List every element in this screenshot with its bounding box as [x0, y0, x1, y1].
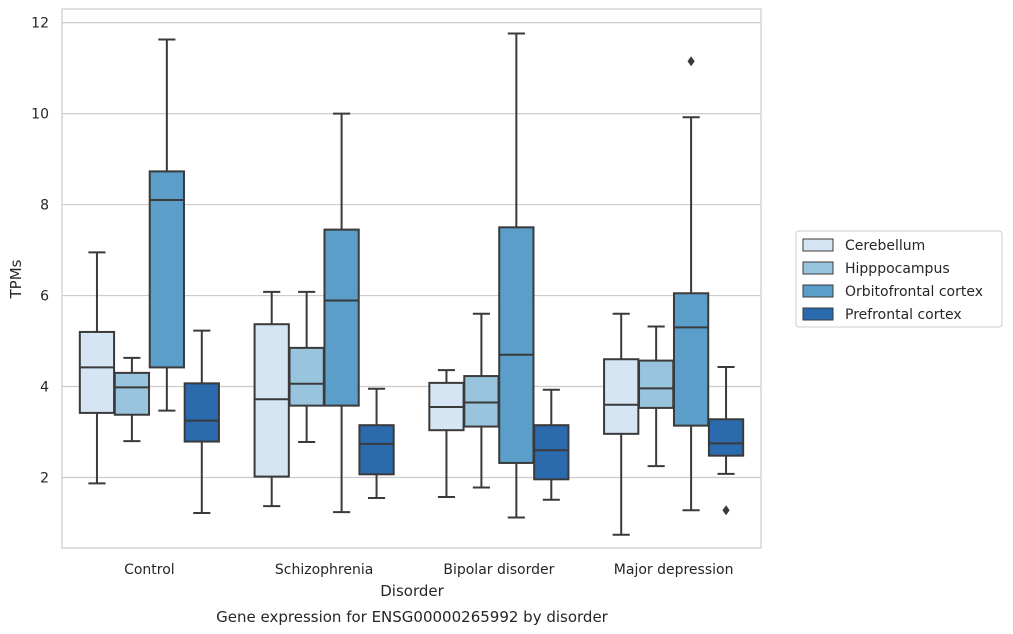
box-hipppocampus — [463, 312, 500, 489]
x-axis-title: Disorder — [380, 582, 444, 600]
iqr-box — [638, 359, 675, 409]
y-tick-label: 4 — [40, 380, 49, 396]
legend-label: Cerebellum — [845, 238, 925, 254]
box-cerebellum — [78, 251, 116, 485]
box-orbitofrontal-cortex — [498, 32, 535, 519]
iqr-box — [707, 418, 745, 457]
legend-swatch — [802, 284, 834, 298]
y-tick-label: 2 — [40, 470, 49, 486]
iqr-box — [323, 228, 360, 407]
box-cerebellum — [428, 369, 465, 499]
y-tick-label: 8 — [40, 198, 49, 214]
boxes — [78, 32, 745, 536]
box-cerebellum — [603, 312, 640, 536]
iqr-box — [183, 382, 220, 443]
legend-item: Prefrontal cortex — [802, 307, 962, 323]
iqr-box — [358, 424, 395, 476]
y-tick-label: 12 — [31, 16, 49, 32]
y-axis-title: TPMs — [7, 259, 25, 299]
legend: Cerebellum Hipppocampus Orbitofrontal cort… — [795, 230, 1003, 328]
y-tick-label: 10 — [31, 107, 49, 123]
box-hipppocampus — [288, 290, 325, 444]
x-tick-label: Bipolar disorder — [443, 562, 554, 578]
box-prefrontal-cortex — [183, 329, 220, 514]
x-axis-ticks: Control Schizophrenia Bipolar disorder Majo… — [124, 562, 733, 578]
box-prefrontal-cortex — [358, 387, 395, 499]
x-tick-label: Control — [124, 562, 175, 578]
box-prefrontal-cortex — [533, 388, 570, 501]
plot-frame — [61, 8, 762, 549]
box-orbitofrontal-cortex — [323, 112, 360, 514]
x-tick-label: Schizophrenia — [275, 562, 373, 578]
outlier-point — [722, 505, 730, 516]
box-hipppocampus — [113, 356, 151, 443]
legend-label: Orbitofrontal cortex — [845, 284, 983, 300]
legend-swatch — [802, 238, 834, 252]
outlier-point — [687, 56, 695, 67]
chart-caption: Gene expression for ENSG00000265992 by d… — [216, 608, 609, 626]
legend-swatch — [802, 307, 834, 321]
iqr-box — [253, 323, 290, 478]
iqr-box — [148, 170, 185, 369]
legend-label: Prefrontal cortex — [845, 307, 962, 323]
iqr-box — [463, 375, 500, 428]
legend-item: Cerebellum — [802, 238, 925, 254]
legend-label: Hipppocampus — [845, 261, 950, 277]
iqr-box — [78, 330, 116, 414]
box-orbitofrontal-cortex — [148, 38, 185, 412]
box-cerebellum — [253, 290, 290, 508]
legend-item: Hipppocampus — [802, 261, 950, 277]
x-tick-label: Major depression — [614, 562, 734, 578]
legend-frame — [795, 230, 1003, 328]
legend-swatch — [802, 261, 834, 275]
y-tick-label: 6 — [40, 289, 49, 305]
iqr-box — [603, 358, 640, 435]
box-prefrontal-cortex — [707, 365, 745, 516]
iqr-box — [113, 371, 151, 416]
iqr-box — [533, 424, 570, 481]
iqr-box — [498, 226, 535, 464]
box-hipppocampus — [638, 325, 675, 468]
box-orbitofrontal-cortex — [672, 56, 710, 512]
iqr-box — [288, 346, 325, 407]
legend-item: Orbitofrontal cortex — [802, 284, 983, 300]
iqr-box — [672, 292, 710, 427]
y-axis-ticks: 2 4 6 8 10 12 — [31, 16, 49, 487]
